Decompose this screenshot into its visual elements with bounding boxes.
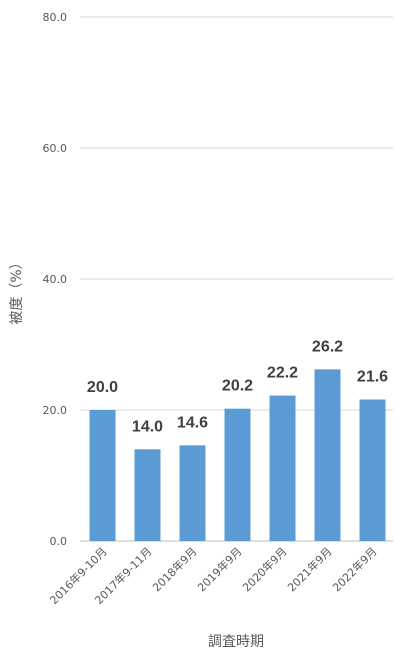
bar bbox=[179, 445, 206, 541]
y-tick-label: 0.0 bbox=[50, 535, 68, 548]
x-tick-label: 2018年9月 bbox=[149, 544, 199, 594]
data-label: 20.2 bbox=[222, 378, 253, 395]
gridlines bbox=[80, 16, 393, 542]
bar bbox=[359, 399, 386, 541]
x-axis-title: 調査時期 bbox=[208, 634, 264, 650]
y-tick-label: 40.0 bbox=[43, 273, 68, 286]
data-label: 22.2 bbox=[267, 365, 298, 382]
bar bbox=[134, 449, 161, 541]
data-label: 14.6 bbox=[177, 414, 208, 431]
bar bbox=[314, 369, 341, 541]
data-labels: 20.0 14.0 14.6 20.2 22.2 26.2 21.6 bbox=[87, 338, 388, 435]
x-tick-label: 2021年9月 bbox=[284, 544, 334, 594]
bars bbox=[89, 369, 386, 541]
x-tick-label: 2022年9月 bbox=[329, 544, 379, 594]
data-label: 26.2 bbox=[312, 338, 343, 355]
x-tick-label: 2019年9月 bbox=[194, 544, 244, 594]
y-axis-title: 被度（%） bbox=[9, 255, 25, 324]
y-tick-label: 60.0 bbox=[43, 142, 68, 155]
x-axis-categories: 2016年9-10月2017年9-11月2018年9月2019年9月2020年9… bbox=[47, 544, 380, 607]
data-label: 20.0 bbox=[87, 379, 118, 396]
bar bbox=[269, 395, 296, 541]
data-label: 14.0 bbox=[132, 418, 163, 435]
y-axis-ticks: 0.0 20.0 40.0 60.0 80.0 bbox=[43, 11, 68, 548]
bar bbox=[224, 408, 251, 541]
x-tick-label: 2020年9月 bbox=[239, 544, 289, 594]
bar bbox=[89, 410, 116, 541]
y-tick-label: 20.0 bbox=[43, 404, 68, 417]
data-label: 21.6 bbox=[357, 369, 388, 386]
y-tick-label: 80.0 bbox=[43, 11, 68, 24]
